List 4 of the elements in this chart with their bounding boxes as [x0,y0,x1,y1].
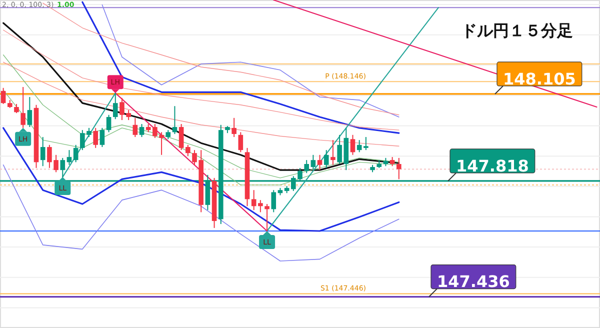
ref-line-label: 147.436 [437,272,510,292]
ref-line-label: 148.105 [503,69,576,88]
ref-line-label: 147.818 [456,156,529,176]
text: ドル円１５分足 [461,21,573,40]
